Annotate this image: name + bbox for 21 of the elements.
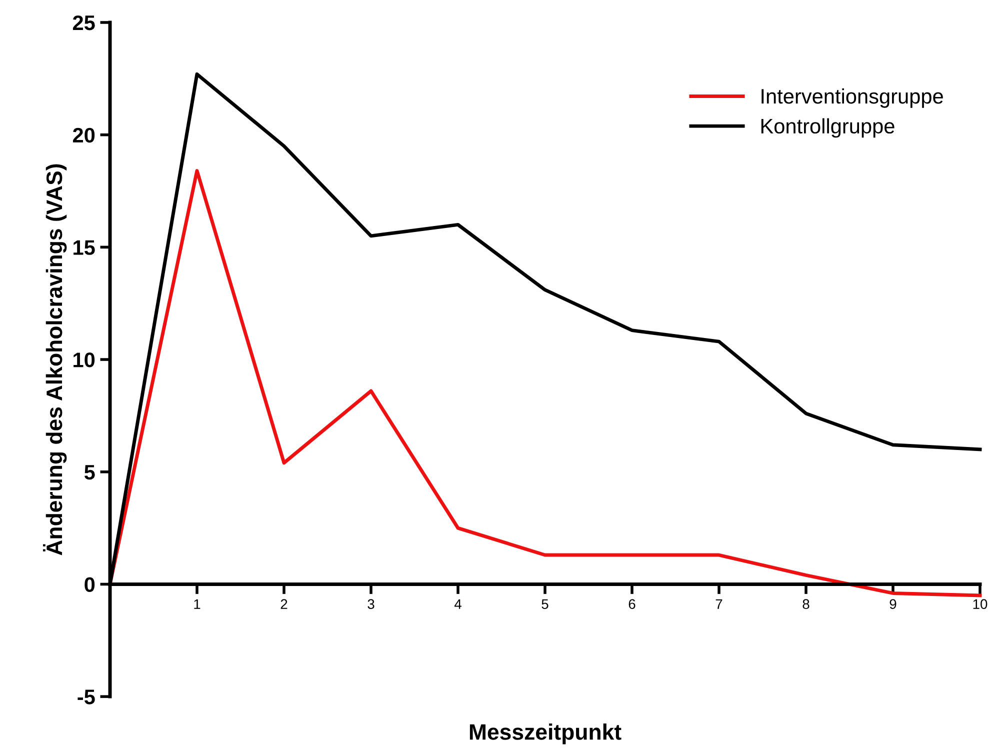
x-tick-label: 4 [454,599,462,609]
y-tick-label: 5 [84,465,95,480]
y-tick-label: 15 [74,240,95,255]
y-tick-label: 0 [84,577,95,592]
x-tick-label: 8 [802,599,810,610]
y-axis-title: Änderung des Alkoholcravings (VAS) [43,164,67,556]
x-tick-label: 1 [194,599,200,609]
x-tick-label: 9 [890,599,896,610]
y-tick-label: 10 [74,352,95,368]
x-axis-title: Messzeitpunkt [470,724,622,744]
x-tick-label: 5 [542,599,548,610]
x-tick-label: 10 [973,599,988,610]
legend-label: Interventionsgruppe [762,88,943,108]
x-tick-label: 2 [280,599,288,609]
x-tick-label: 6 [628,599,636,610]
y-tick-label: 20 [72,128,95,143]
y-tick-label: 25 [72,15,95,30]
x-tick-label: 7 [716,599,722,609]
y-tick-label: -5 [78,690,95,704]
x-tick-label: 3 [368,599,374,610]
legend-label: Kontrollgruppe [761,118,894,138]
